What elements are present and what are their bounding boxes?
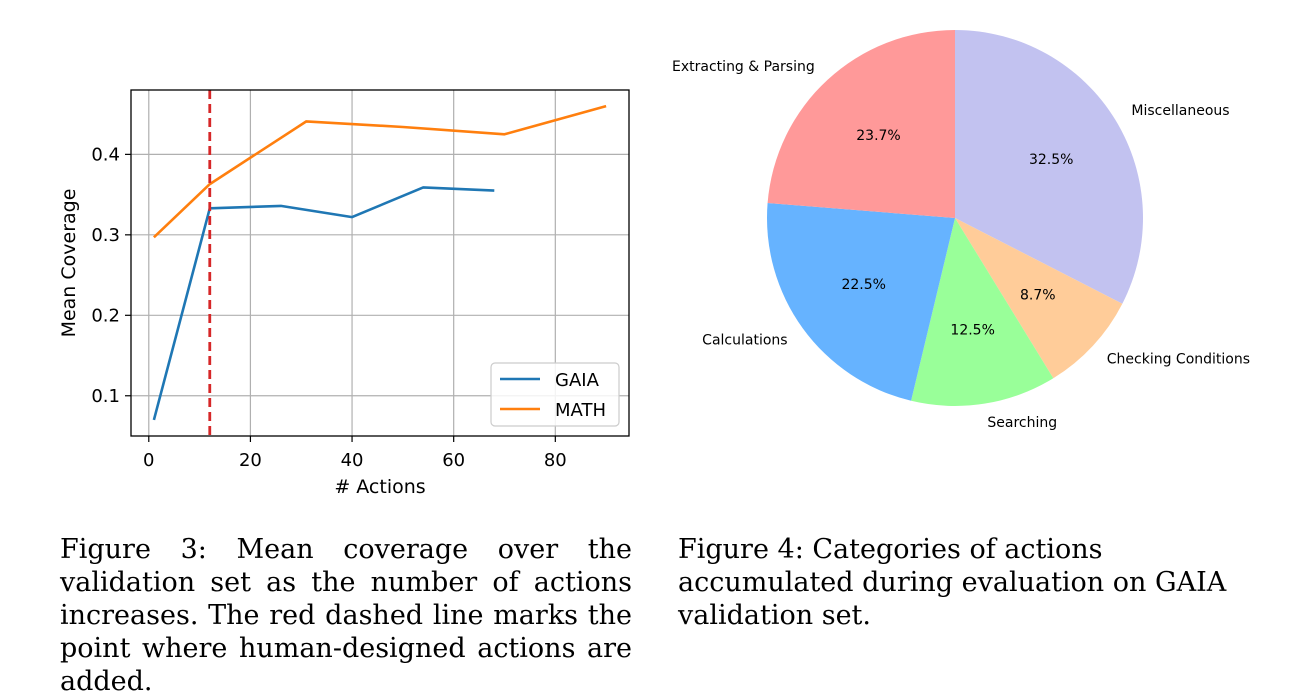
y-axis-label: Mean Coverage (58, 189, 80, 338)
pie-category-label: Extracting & Parsing (672, 59, 815, 75)
pie-slice-extracting-parsing (767, 29, 955, 218)
y-tick-label: 0.2 (91, 305, 120, 326)
x-tick-label: 60 (442, 450, 465, 471)
pie-slice-calculations (766, 202, 955, 401)
pie-percent-label: 32.5% (1029, 152, 1073, 168)
pie-category-label: Checking Conditions (1107, 351, 1250, 367)
x-tick-label: 80 (544, 450, 567, 471)
figure-4-caption: Figure 4: Categories of actions accumula… (678, 534, 1227, 631)
pie-percent-label: 12.5% (950, 322, 994, 338)
pie-percent-label: 8.7% (1020, 288, 1056, 304)
pie-slice-checking-conditions (955, 218, 1123, 379)
y-tick-label: 0.1 (91, 386, 120, 407)
series-line-math (153, 104, 607, 239)
plot-frame (130, 89, 630, 437)
pie-slice-searching (911, 218, 1054, 407)
pie-percent-label: 22.5% (841, 277, 885, 293)
y-tick-label: 0.4 (91, 144, 120, 165)
pie-category-label: Calculations (702, 332, 787, 348)
pie-category-label: Miscellaneous (1131, 103, 1229, 119)
x-tick-label: 40 (341, 450, 364, 471)
pie-chart: 32.5% Miscellaneous 8.7% Checking Condition… (672, 29, 1250, 431)
series-line-gaia (152, 186, 495, 421)
pie-slice-miscellaneous (955, 30, 1143, 304)
x-tick-label: 0 (143, 450, 154, 471)
x-tick-label: 20 (239, 450, 262, 471)
legend-label-gaia: GAIA (555, 370, 600, 391)
legend-label-math: MATH (555, 400, 606, 421)
pie-category-label: Searching (987, 415, 1057, 431)
x-axis-label: # Actions (334, 476, 425, 498)
line-chart: 0 20 40 60 80 0.1 0.2 0.3 0.4 # Actions Mean Cover… (58, 89, 630, 498)
y-tick-label: 0.3 (91, 225, 120, 246)
figure-3-caption: Figure 3: Mean coverage over the validat… (60, 534, 632, 697)
pie-percent-label: 23.7% (856, 128, 900, 144)
